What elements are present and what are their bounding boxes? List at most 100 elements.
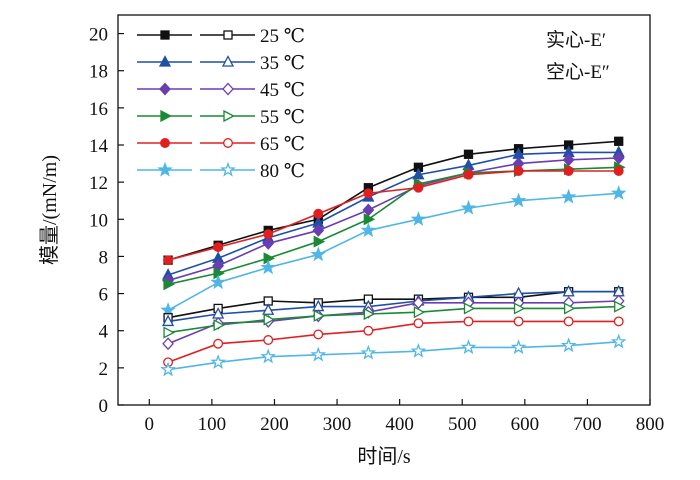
data-point — [313, 309, 326, 322]
series-line — [167, 341, 619, 371]
data-point — [313, 208, 324, 219]
y-tick-label: 8 — [99, 247, 109, 268]
data-point — [363, 307, 376, 321]
data-point — [260, 348, 277, 364]
y-tick-label: 16 — [89, 99, 108, 120]
data-point — [210, 274, 226, 290]
data-point — [161, 314, 175, 327]
data-point — [162, 337, 174, 351]
data-point — [210, 354, 226, 369]
x-tick-label: 500 — [448, 414, 477, 435]
y-tick-label: 6 — [99, 285, 109, 306]
legend-marker-hollow — [223, 30, 233, 40]
series-solid-5 — [160, 185, 627, 317]
y-tick-label: 18 — [89, 62, 108, 83]
data-point — [363, 213, 376, 226]
data-point — [410, 211, 427, 226]
data-point — [362, 203, 375, 217]
data-point — [510, 192, 527, 208]
legend-label: 65 ℃ — [260, 134, 305, 155]
data-point — [463, 149, 474, 159]
data-point — [562, 284, 575, 297]
legend-marker-hollow — [220, 161, 236, 177]
legend-entry: 80 ℃ — [137, 161, 305, 182]
data-point — [412, 167, 425, 180]
y-tick-label: 0 — [99, 396, 109, 417]
data-point — [610, 333, 627, 349]
y-tick-label: 12 — [89, 173, 108, 194]
annotation-hollow: 空心-E″ — [546, 61, 610, 83]
legend-label: 25 ℃ — [260, 26, 305, 47]
data-point — [262, 303, 275, 315]
y-tick-label: 4 — [99, 322, 109, 343]
series-line — [167, 157, 619, 282]
data-point — [313, 235, 326, 248]
data-point — [263, 252, 276, 265]
legend-entry: 65 ℃ — [137, 134, 305, 155]
series-line — [167, 151, 619, 276]
data-point — [363, 188, 374, 199]
data-point — [563, 166, 574, 176]
series-line — [167, 140, 619, 261]
series-line — [167, 320, 619, 364]
data-point — [563, 316, 574, 327]
legend: 25 ℃ 35 ℃ 45 ℃ 55 ℃ 65 ℃ 80 ℃ — [137, 26, 305, 182]
data-point — [213, 267, 226, 280]
data-point — [213, 242, 224, 253]
data-point — [313, 329, 324, 340]
series-hollow-11 — [160, 333, 627, 377]
data-point — [360, 222, 377, 238]
y-axis-ticks: 0 2 4 6 8 10 12 14 16 18 20 — [89, 25, 124, 417]
data-point — [360, 344, 377, 360]
data-point — [460, 199, 477, 215]
series-line — [167, 192, 619, 311]
legend-entry: 35 ℃ — [137, 53, 305, 74]
legend-marker-solid — [159, 82, 171, 96]
legend-marker-hollow — [223, 138, 233, 148]
x-tick-label: 200 — [260, 414, 289, 435]
annotation-solid-text: 实心-E′ — [546, 29, 606, 51]
plot-frame — [117, 14, 651, 406]
data-point — [463, 316, 474, 327]
y-tick-label: 10 — [89, 210, 108, 231]
x-axis-label: 时间/s — [357, 445, 411, 468]
series-line — [167, 290, 619, 319]
data-point — [612, 151, 625, 165]
series-line — [167, 290, 619, 323]
x-tick-label: 800 — [636, 414, 665, 435]
series-layer — [160, 136, 627, 377]
x-tick-label: 300 — [323, 414, 352, 435]
annotation-solid: 实心-E′ — [546, 29, 606, 51]
data-point — [614, 300, 626, 313]
data-point — [413, 306, 426, 319]
data-point — [562, 153, 575, 167]
legend-marker-solid — [160, 138, 170, 148]
data-point — [310, 346, 327, 362]
data-point — [163, 278, 175, 291]
data-point — [310, 246, 327, 262]
x-tick-label: 0 — [145, 414, 155, 435]
x-tick-label: 700 — [573, 414, 602, 435]
data-point — [463, 302, 476, 315]
series-line — [167, 305, 619, 334]
data-point — [463, 169, 474, 180]
legend-marker-solid — [160, 109, 172, 123]
series-line — [167, 300, 619, 345]
legend-marker-hollow — [221, 55, 235, 67]
data-point — [560, 188, 577, 204]
series-solid-4 — [163, 166, 624, 266]
data-point — [560, 337, 577, 353]
series-hollow-9 — [163, 300, 626, 339]
data-point — [510, 339, 527, 355]
data-point — [213, 319, 226, 332]
data-point — [213, 338, 224, 349]
data-point — [263, 313, 276, 326]
series-solid-1 — [161, 145, 625, 280]
x-axis-ticks: 0 100 200 300 400 500 600 700 800 — [145, 399, 665, 435]
data-point — [160, 302, 176, 317]
legend-entry: 45 ℃ — [137, 80, 305, 101]
data-point — [513, 302, 526, 315]
legend-entry: 25 ℃ — [137, 26, 305, 47]
data-point — [513, 166, 524, 176]
